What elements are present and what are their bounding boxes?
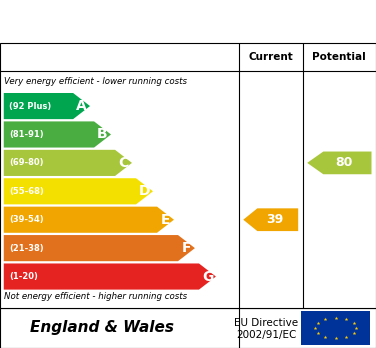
Text: Current: Current: [248, 52, 293, 62]
Text: C: C: [118, 156, 129, 170]
Text: Not energy efficient - higher running costs: Not energy efficient - higher running co…: [4, 292, 187, 301]
Text: England & Wales: England & Wales: [30, 321, 173, 335]
Text: (21-38): (21-38): [9, 244, 44, 253]
Text: 80: 80: [335, 156, 353, 169]
Text: (39-54): (39-54): [9, 215, 44, 224]
Polygon shape: [4, 235, 195, 261]
Text: EU Directive: EU Directive: [234, 318, 298, 328]
Text: Very energy efficient - lower running costs: Very energy efficient - lower running co…: [4, 77, 187, 86]
Text: Energy Efficiency Rating: Energy Efficiency Rating: [11, 13, 251, 30]
Text: A: A: [76, 99, 87, 113]
Text: G: G: [202, 270, 213, 284]
Text: (81-91): (81-91): [9, 130, 44, 139]
Polygon shape: [4, 150, 132, 176]
Text: (92 Plus): (92 Plus): [9, 102, 52, 111]
Text: E: E: [161, 213, 170, 227]
Text: (1-20): (1-20): [9, 272, 38, 281]
Text: B: B: [97, 127, 108, 142]
Polygon shape: [307, 151, 371, 174]
Text: F: F: [182, 241, 191, 255]
Polygon shape: [4, 178, 153, 204]
Text: 39: 39: [266, 213, 284, 226]
Text: Potential: Potential: [312, 52, 366, 62]
Text: D: D: [139, 184, 150, 198]
Polygon shape: [4, 263, 216, 290]
Polygon shape: [4, 121, 111, 148]
Polygon shape: [4, 207, 174, 233]
Polygon shape: [4, 93, 90, 119]
Text: (55-68): (55-68): [9, 187, 44, 196]
Bar: [301, 311, 370, 345]
Polygon shape: [243, 208, 298, 231]
Text: (69-80): (69-80): [9, 158, 44, 167]
Text: 2002/91/EC: 2002/91/EC: [236, 330, 296, 340]
